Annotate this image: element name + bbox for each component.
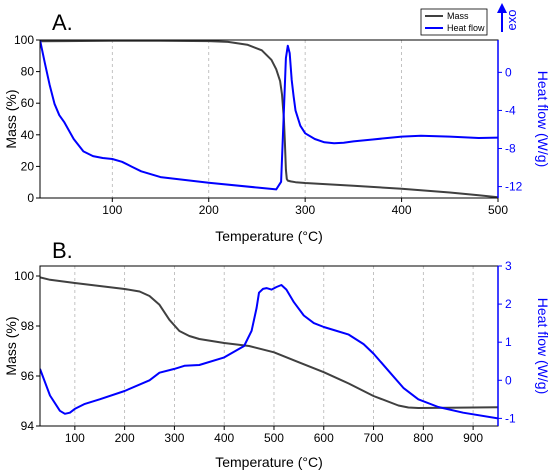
x-tick-label: 200 <box>199 203 219 217</box>
x-tick-label: 900 <box>463 431 483 445</box>
legend-mass-label: Mass <box>447 11 469 21</box>
panel-a: 100 200 300 400 500 0 20 40 60 80 100 -12 -8 -4 0 Tempe… <box>3 3 550 244</box>
y-right-tick-label: 0 <box>505 65 512 79</box>
y-left-tick-label: 94 <box>21 419 35 433</box>
x-tick-label: 300 <box>164 431 184 445</box>
panel-label: A. <box>52 10 73 35</box>
legend-heat-label: Heat flow <box>447 23 485 33</box>
x-tick-label: 700 <box>364 431 384 445</box>
x-tick-label: 300 <box>295 203 315 217</box>
x-tick-label: 800 <box>413 431 433 445</box>
panel-b: 100 200 300 400 500 600 700 800 900 94 96 98 100 -1 0 1… <box>3 238 550 470</box>
y-right-tick-label: -12 <box>505 180 523 194</box>
y-left-tick-label: 96 <box>21 369 35 383</box>
panel-label: B. <box>52 238 73 263</box>
x-tick-label: 100 <box>102 203 122 217</box>
y-right-tick-label: 2 <box>505 297 512 311</box>
y-right-tick-label: -1 <box>505 411 516 425</box>
x-axis-title: Temperature (°C) <box>215 454 323 470</box>
mass-line <box>40 276 498 409</box>
x-tick-label: 200 <box>115 431 135 445</box>
x-tick-label: 500 <box>264 431 284 445</box>
y-left-tick-label: 100 <box>14 269 34 283</box>
plot-frame <box>39 39 499 199</box>
legend-box <box>420 8 488 36</box>
exo-arrow-head <box>497 3 507 13</box>
plot-frame <box>39 265 499 427</box>
x-tick-label: 400 <box>392 203 412 217</box>
y-left-tick-label: 40 <box>21 128 35 142</box>
y-right-axis-title: Heat flow (W/g) <box>535 298 550 394</box>
x-tick-label: 600 <box>314 431 334 445</box>
x-tick-label: 500 <box>488 203 508 217</box>
x-axis-title: Temperature (°C) <box>215 228 323 244</box>
x-tick-label: 400 <box>214 431 234 445</box>
y-right-tick-label: 1 <box>505 335 512 349</box>
x-tick-label: 100 <box>65 431 85 445</box>
y-right-tick-label: 3 <box>505 259 512 273</box>
y-left-tick-label: 80 <box>21 65 35 79</box>
y-left-axis-title: Mass (%) <box>3 89 19 148</box>
y-right-axis-title: Heat flow (W/g) <box>535 71 550 167</box>
y-right-tick-label: -4 <box>505 103 516 117</box>
y-right-tick-label: 0 <box>505 373 512 387</box>
heat-flow-line <box>40 39 498 191</box>
y-left-tick-label: 60 <box>21 96 35 110</box>
y-left-tick-label: 20 <box>21 159 35 173</box>
exo-label: exo <box>504 10 519 31</box>
y-left-axis-title: Mass (%) <box>3 316 19 375</box>
y-left-tick-label: 98 <box>21 319 35 333</box>
heat-flow-line <box>40 284 498 420</box>
y-left-tick-label: 100 <box>14 33 34 47</box>
mass-line <box>40 39 498 198</box>
y-right-tick-label: -8 <box>505 142 516 156</box>
y-left-tick-label: 0 <box>27 191 34 205</box>
